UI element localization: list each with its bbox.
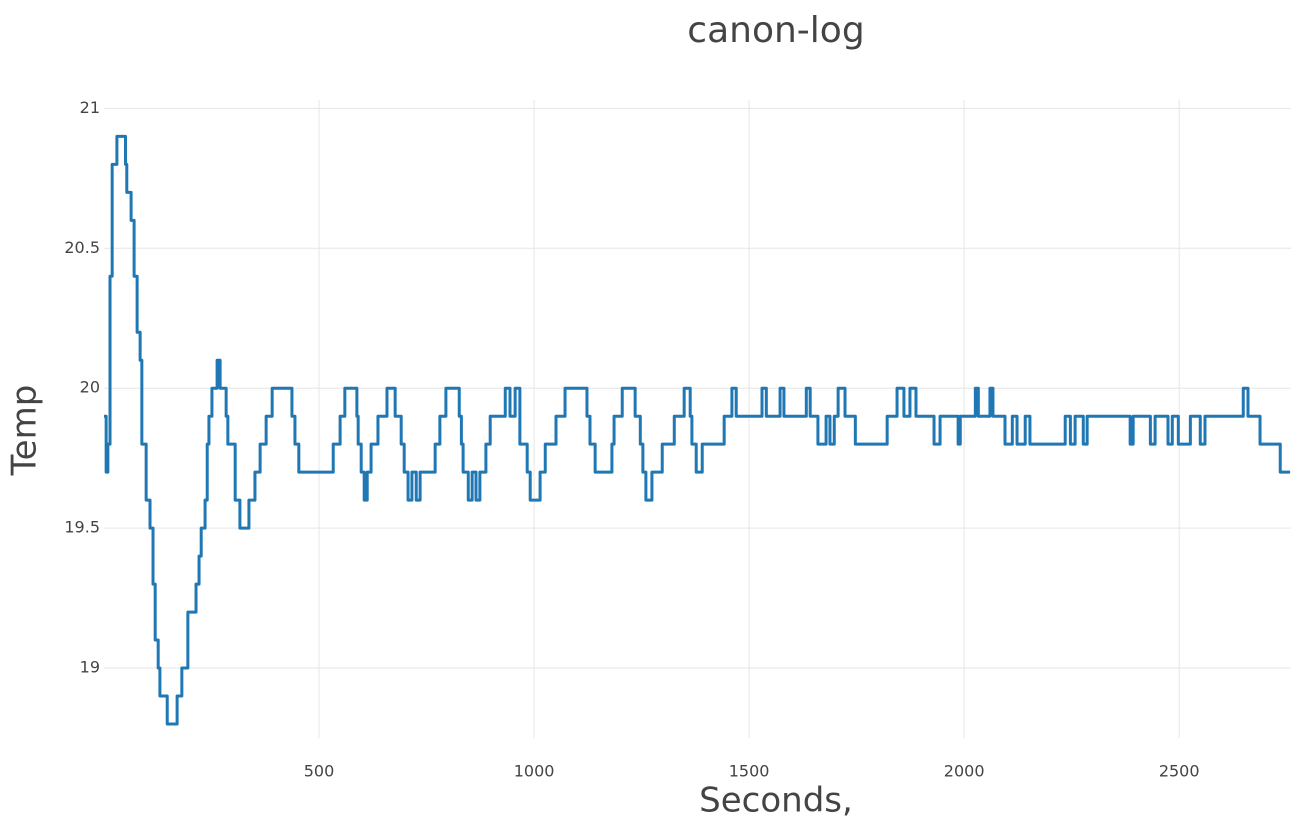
y-tick-label: 19 <box>80 658 100 677</box>
x-tick-label: 1500 <box>729 762 770 781</box>
x-tick-label: 1000 <box>514 762 555 781</box>
x-tick-label: 500 <box>304 762 335 781</box>
x-tick-label: 2000 <box>944 762 985 781</box>
y-tick-label: 19.5 <box>64 518 100 537</box>
x-tick-label: 2500 <box>1159 762 1200 781</box>
x-axis-title: Seconds, <box>699 781 853 818</box>
y-tick-label: 21 <box>80 98 100 117</box>
y-tick-label: 20 <box>80 378 100 397</box>
chart-title: canon-log <box>687 10 864 51</box>
data-line <box>104 134 1291 726</box>
y-axis-title: Temp <box>5 385 45 477</box>
y-tick-label: 20.5 <box>64 238 100 257</box>
